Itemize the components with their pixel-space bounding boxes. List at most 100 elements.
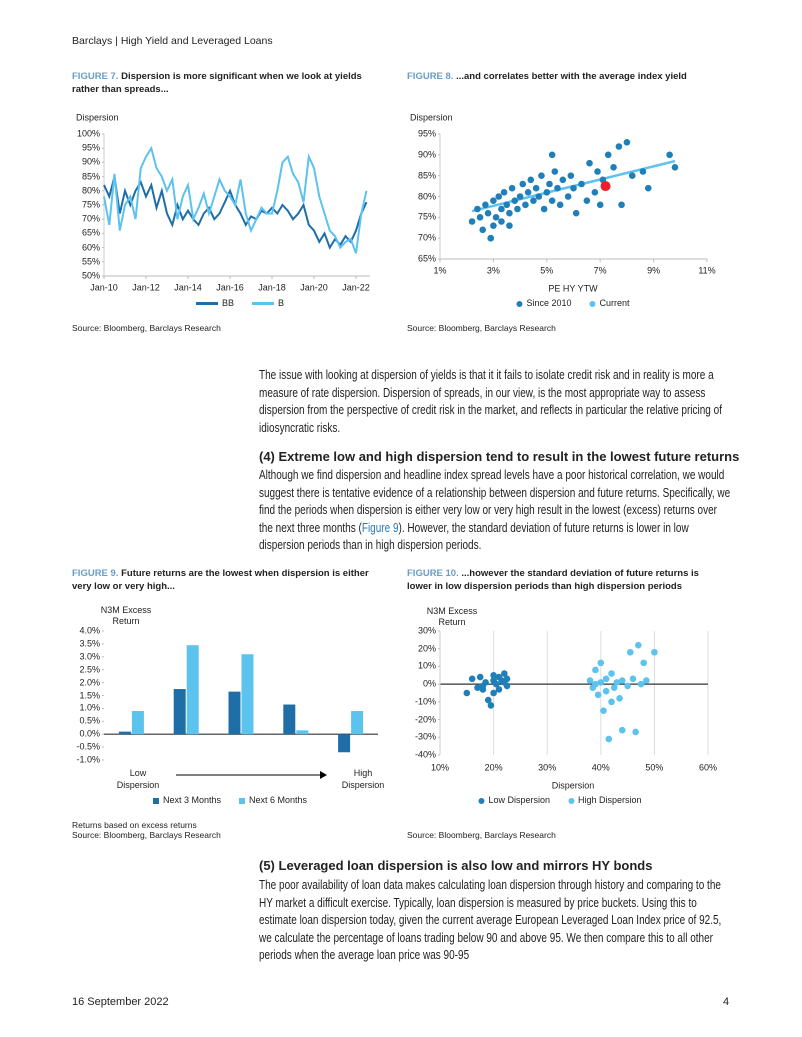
- x-tick-label: Jan-18: [258, 282, 286, 293]
- scatter-point: [511, 197, 519, 204]
- source: Source: Bloomberg, Barclays Research: [407, 323, 556, 333]
- scatter-point: [615, 143, 623, 150]
- y-tick-label: 2.0%: [79, 677, 100, 688]
- y-tick-label: 60%: [81, 242, 100, 253]
- x-tick-label: Jan-16: [216, 282, 244, 293]
- scatter-point: [543, 189, 551, 196]
- x-tick-label: 5%: [540, 265, 554, 276]
- page-number: 4: [723, 996, 730, 1008]
- scatter-point: [610, 164, 617, 171]
- scatter-point: [592, 680, 599, 688]
- y-tick-label: 100%: [76, 128, 100, 139]
- source: Source: Bloomberg, Barclays Research: [72, 830, 221, 840]
- scatter-point: [474, 684, 481, 691]
- legend-label: Low Dispersion: [488, 795, 550, 805]
- scatter-point: [503, 675, 511, 683]
- x-tick-label: 40%: [591, 762, 610, 773]
- scatter-point: [527, 176, 535, 184]
- scatter-point: [635, 641, 642, 649]
- y-axis-label: Dispersion: [410, 112, 453, 123]
- bar: [283, 704, 296, 735]
- heading: (5) Leveraged loan dispersion is also lo…: [259, 858, 653, 873]
- bar: [173, 689, 186, 735]
- legend-swatch: [589, 300, 596, 307]
- legend-item: Since 2010: [516, 298, 572, 308]
- y-tick-label: -30%: [414, 731, 436, 742]
- x-tick-label: 10%: [430, 762, 450, 773]
- scatter-point: [618, 726, 626, 734]
- scatter-point: [608, 698, 615, 706]
- scatter-point: [506, 222, 513, 229]
- scatter-point: [554, 184, 561, 192]
- scatter-point: [551, 168, 559, 175]
- y-tick-label: 90%: [81, 156, 100, 167]
- x-tick-label: Jan-20: [300, 282, 328, 293]
- bar: [351, 710, 364, 735]
- x-tick-label: Jan-12: [132, 282, 160, 293]
- scatter-point: [592, 666, 599, 674]
- legend-label: Since 2010: [526, 298, 572, 308]
- scatter-point: [476, 673, 484, 681]
- scatter-point: [666, 151, 673, 159]
- legend-label: High Dispersion: [578, 795, 642, 805]
- scatter-point: [490, 222, 497, 229]
- scatter-point: [640, 659, 647, 667]
- caption-text: ...and correlates better with the averag…: [456, 71, 687, 82]
- source: Source: Bloomberg, Barclays Research: [407, 830, 556, 840]
- y-tick-label: 75%: [81, 199, 100, 210]
- scatter-point: [556, 201, 564, 209]
- scatter-point: [578, 180, 585, 188]
- legend-label: Next 6 Months: [249, 795, 308, 805]
- caption-text: ...however the standard deviation of fut…: [407, 568, 699, 592]
- y-tick-label: 2.5%: [79, 664, 100, 675]
- scatter-point: [468, 218, 476, 225]
- y-tick-label: 80%: [81, 185, 100, 196]
- y-tick-label: 4.0%: [79, 625, 100, 636]
- scatter-point: [644, 184, 652, 192]
- scatter-point: [613, 679, 621, 686]
- figure-label: FIGURE 10.: [407, 568, 459, 579]
- legend-item: Low Dispersion: [478, 795, 550, 805]
- scatter-point: [604, 151, 612, 159]
- scatter-point: [476, 214, 484, 221]
- scatter-point: [532, 184, 540, 192]
- scatter-point: [567, 172, 575, 179]
- scatter-point: [626, 648, 634, 656]
- scatter-point: [500, 189, 508, 196]
- figure-link[interactable]: Figure 9: [361, 520, 399, 535]
- legend-label: Current: [599, 298, 630, 308]
- legend-swatch: [152, 797, 159, 804]
- y-axis-label: N3M Excess Return: [426, 606, 478, 627]
- scatter-point: [643, 677, 650, 684]
- scatter-point: [524, 189, 532, 196]
- scatter-point: [530, 197, 537, 204]
- scatter-point: [468, 675, 476, 683]
- scatter-point: [597, 679, 605, 686]
- y-tick-label: 55%: [81, 256, 100, 267]
- legend-item: Current: [589, 298, 630, 308]
- text: ). However, the standard deviation of fu…: [259, 520, 689, 553]
- legend-item: Next 3 Months: [152, 795, 221, 805]
- scatter-point: [484, 696, 492, 704]
- scatter-point: [519, 180, 527, 188]
- line-series: [103, 145, 368, 254]
- figure-label: FIGURE 9.: [72, 568, 119, 579]
- y-tick-label: -40%: [414, 749, 436, 760]
- legend-label: Next 3 Months: [162, 795, 221, 805]
- x-tick-label: Jan-10: [90, 282, 118, 293]
- scatter-point: [610, 684, 618, 691]
- y-tick-label: 1.5%: [79, 690, 100, 700]
- scatter-point: [548, 197, 556, 204]
- y-tick-label: 85%: [81, 171, 100, 182]
- scatter-point: [490, 671, 497, 679]
- scatter-point: [484, 209, 492, 217]
- scatter-point: [597, 659, 605, 667]
- scatter-point: [535, 193, 543, 200]
- x-tick-label: 3%: [486, 265, 500, 276]
- x-tick-label: Jan-22: [342, 282, 370, 293]
- figure-caption: FIGURE 9. Future returns are the lowest …: [72, 567, 390, 593]
- scatter-point: [583, 197, 591, 204]
- legend-item: High Dispersion: [568, 795, 642, 805]
- scatter-point: [586, 159, 593, 167]
